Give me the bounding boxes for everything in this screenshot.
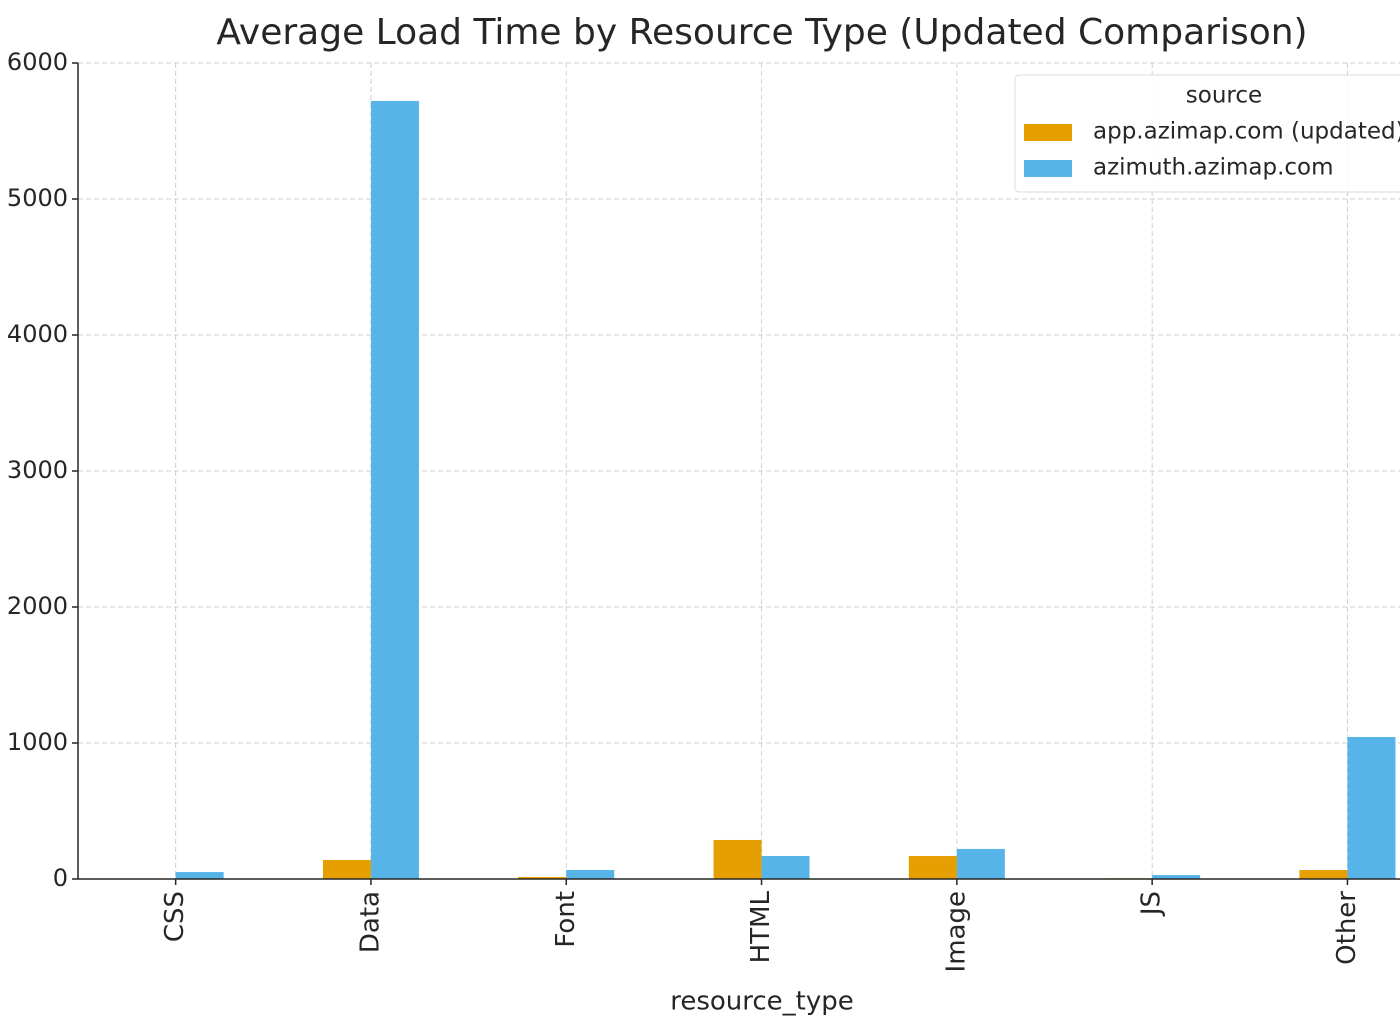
bar <box>1347 737 1396 879</box>
x-tick-label: Image <box>941 891 971 972</box>
x-tick-label: CSS <box>160 891 190 942</box>
bar <box>1152 875 1201 879</box>
bar <box>370 100 419 880</box>
y-tick-label: 4000 <box>7 320 68 348</box>
y-tick-label: 0 <box>53 864 68 892</box>
bar <box>713 839 762 879</box>
bar <box>761 856 810 879</box>
x-tick-label: Other <box>1332 891 1362 965</box>
bar <box>566 870 615 879</box>
legend-label: azimuth.azimap.com <box>1093 155 1334 181</box>
x-tick-label: HTML <box>746 890 776 963</box>
legend-title: source <box>1186 83 1262 109</box>
x-tick-label: Data <box>355 891 385 953</box>
bar <box>956 848 1005 879</box>
bar <box>322 859 371 879</box>
legend-box <box>1014 74 1400 193</box>
chart-title: Average Load Time by Resource Type (Upda… <box>216 12 1307 53</box>
x-tick-label: JS <box>1137 891 1167 917</box>
bar <box>518 876 567 879</box>
x-tick-label: Font <box>551 891 581 948</box>
y-tick-label: 1000 <box>7 728 68 756</box>
x-axis-label: resource_type <box>670 987 854 1017</box>
bar <box>908 856 957 879</box>
legend-swatch <box>1024 160 1072 177</box>
y-tick-label: 6000 <box>7 48 68 76</box>
legend-label: app.azimap.com (updated) <box>1093 119 1400 145</box>
y-tick-label: 3000 <box>7 456 68 484</box>
y-tick-label: 2000 <box>7 592 68 620</box>
bar <box>1299 870 1348 879</box>
legend-swatch <box>1024 124 1072 141</box>
y-tick-label: 5000 <box>7 184 68 212</box>
bar <box>175 872 224 879</box>
